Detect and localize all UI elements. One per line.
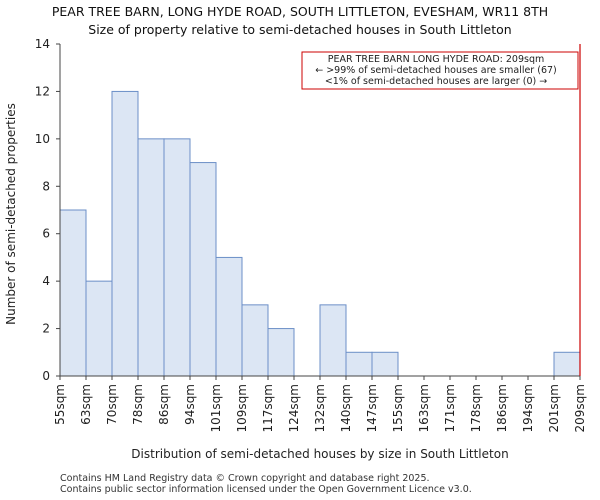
y-tick-label: 6	[42, 227, 50, 241]
x-tick-label: 140sqm	[339, 384, 353, 432]
bar-78sqm	[137, 138, 165, 377]
y-tick-label: 2	[42, 322, 50, 336]
bar-109sqm	[241, 304, 269, 377]
x-tick-label: 209sqm	[573, 384, 587, 432]
y-tick-label: 0	[42, 369, 50, 383]
bar-86sqm	[163, 138, 191, 377]
x-tick-label: 55sqm	[53, 384, 67, 425]
y-tick-label: 8	[42, 179, 50, 193]
footer-line-1: Contains HM Land Registry data © Crown c…	[60, 473, 430, 484]
y-tick-label: 12	[35, 84, 50, 98]
y-axis-label: Number of semi-detached properties	[4, 103, 18, 325]
bar-101sqm	[215, 256, 243, 377]
bar-94sqm	[189, 162, 217, 377]
x-tick-label: 70sqm	[105, 384, 119, 425]
x-tick-label: 132sqm	[313, 384, 327, 432]
annotation-line: ← >99% of semi-detached houses are small…	[315, 65, 557, 76]
x-tick-label: 155sqm	[391, 384, 405, 432]
x-tick-label: 201sqm	[547, 384, 561, 432]
x-tick-label: 109sqm	[235, 384, 249, 432]
x-tick-label: 163sqm	[417, 384, 431, 432]
annotation-box	[301, 51, 579, 90]
y-tick-label: 10	[35, 132, 50, 146]
x-tick-label: 63sqm	[79, 384, 93, 425]
bar-132sqm	[319, 304, 347, 377]
annotation-line: PEAR TREE BARN LONG HYDE ROAD: 209sqm	[328, 54, 545, 65]
annotation-line: <1% of semi-detached houses are larger (…	[325, 76, 547, 87]
bar-117sqm	[267, 328, 295, 377]
x-tick-label: 78sqm	[131, 384, 145, 425]
chart-subtitle: Size of property relative to semi-detach…	[88, 22, 512, 37]
x-tick-label: 194sqm	[521, 384, 535, 432]
x-tick-label: 117sqm	[261, 384, 275, 432]
y-tick-label: 4	[42, 274, 50, 288]
x-tick-label: 86sqm	[157, 384, 171, 425]
x-tick-label: 94sqm	[183, 384, 197, 425]
x-tick-label: 186sqm	[495, 384, 509, 432]
y-tick-label: 14	[35, 37, 50, 51]
chart-title: PEAR TREE BARN, LONG HYDE ROAD, SOUTH LI…	[51, 4, 549, 19]
bar-55sqm	[59, 209, 87, 377]
bar-147sqm	[371, 351, 399, 377]
x-axis-label: Distribution of semi-detached houses by …	[131, 447, 508, 461]
x-tick-label: 124sqm	[287, 384, 301, 432]
bar-70sqm	[111, 90, 139, 377]
x-tick-label: 178sqm	[469, 384, 483, 432]
footer-line-2: Contains public sector information licen…	[60, 484, 472, 495]
bar-201sqm	[553, 351, 581, 377]
bar-140sqm	[345, 351, 373, 377]
bar-63sqm	[85, 280, 113, 377]
x-tick-label: 101sqm	[209, 384, 223, 432]
x-tick-label: 171sqm	[443, 384, 457, 432]
x-tick-label: 147sqm	[365, 384, 379, 432]
